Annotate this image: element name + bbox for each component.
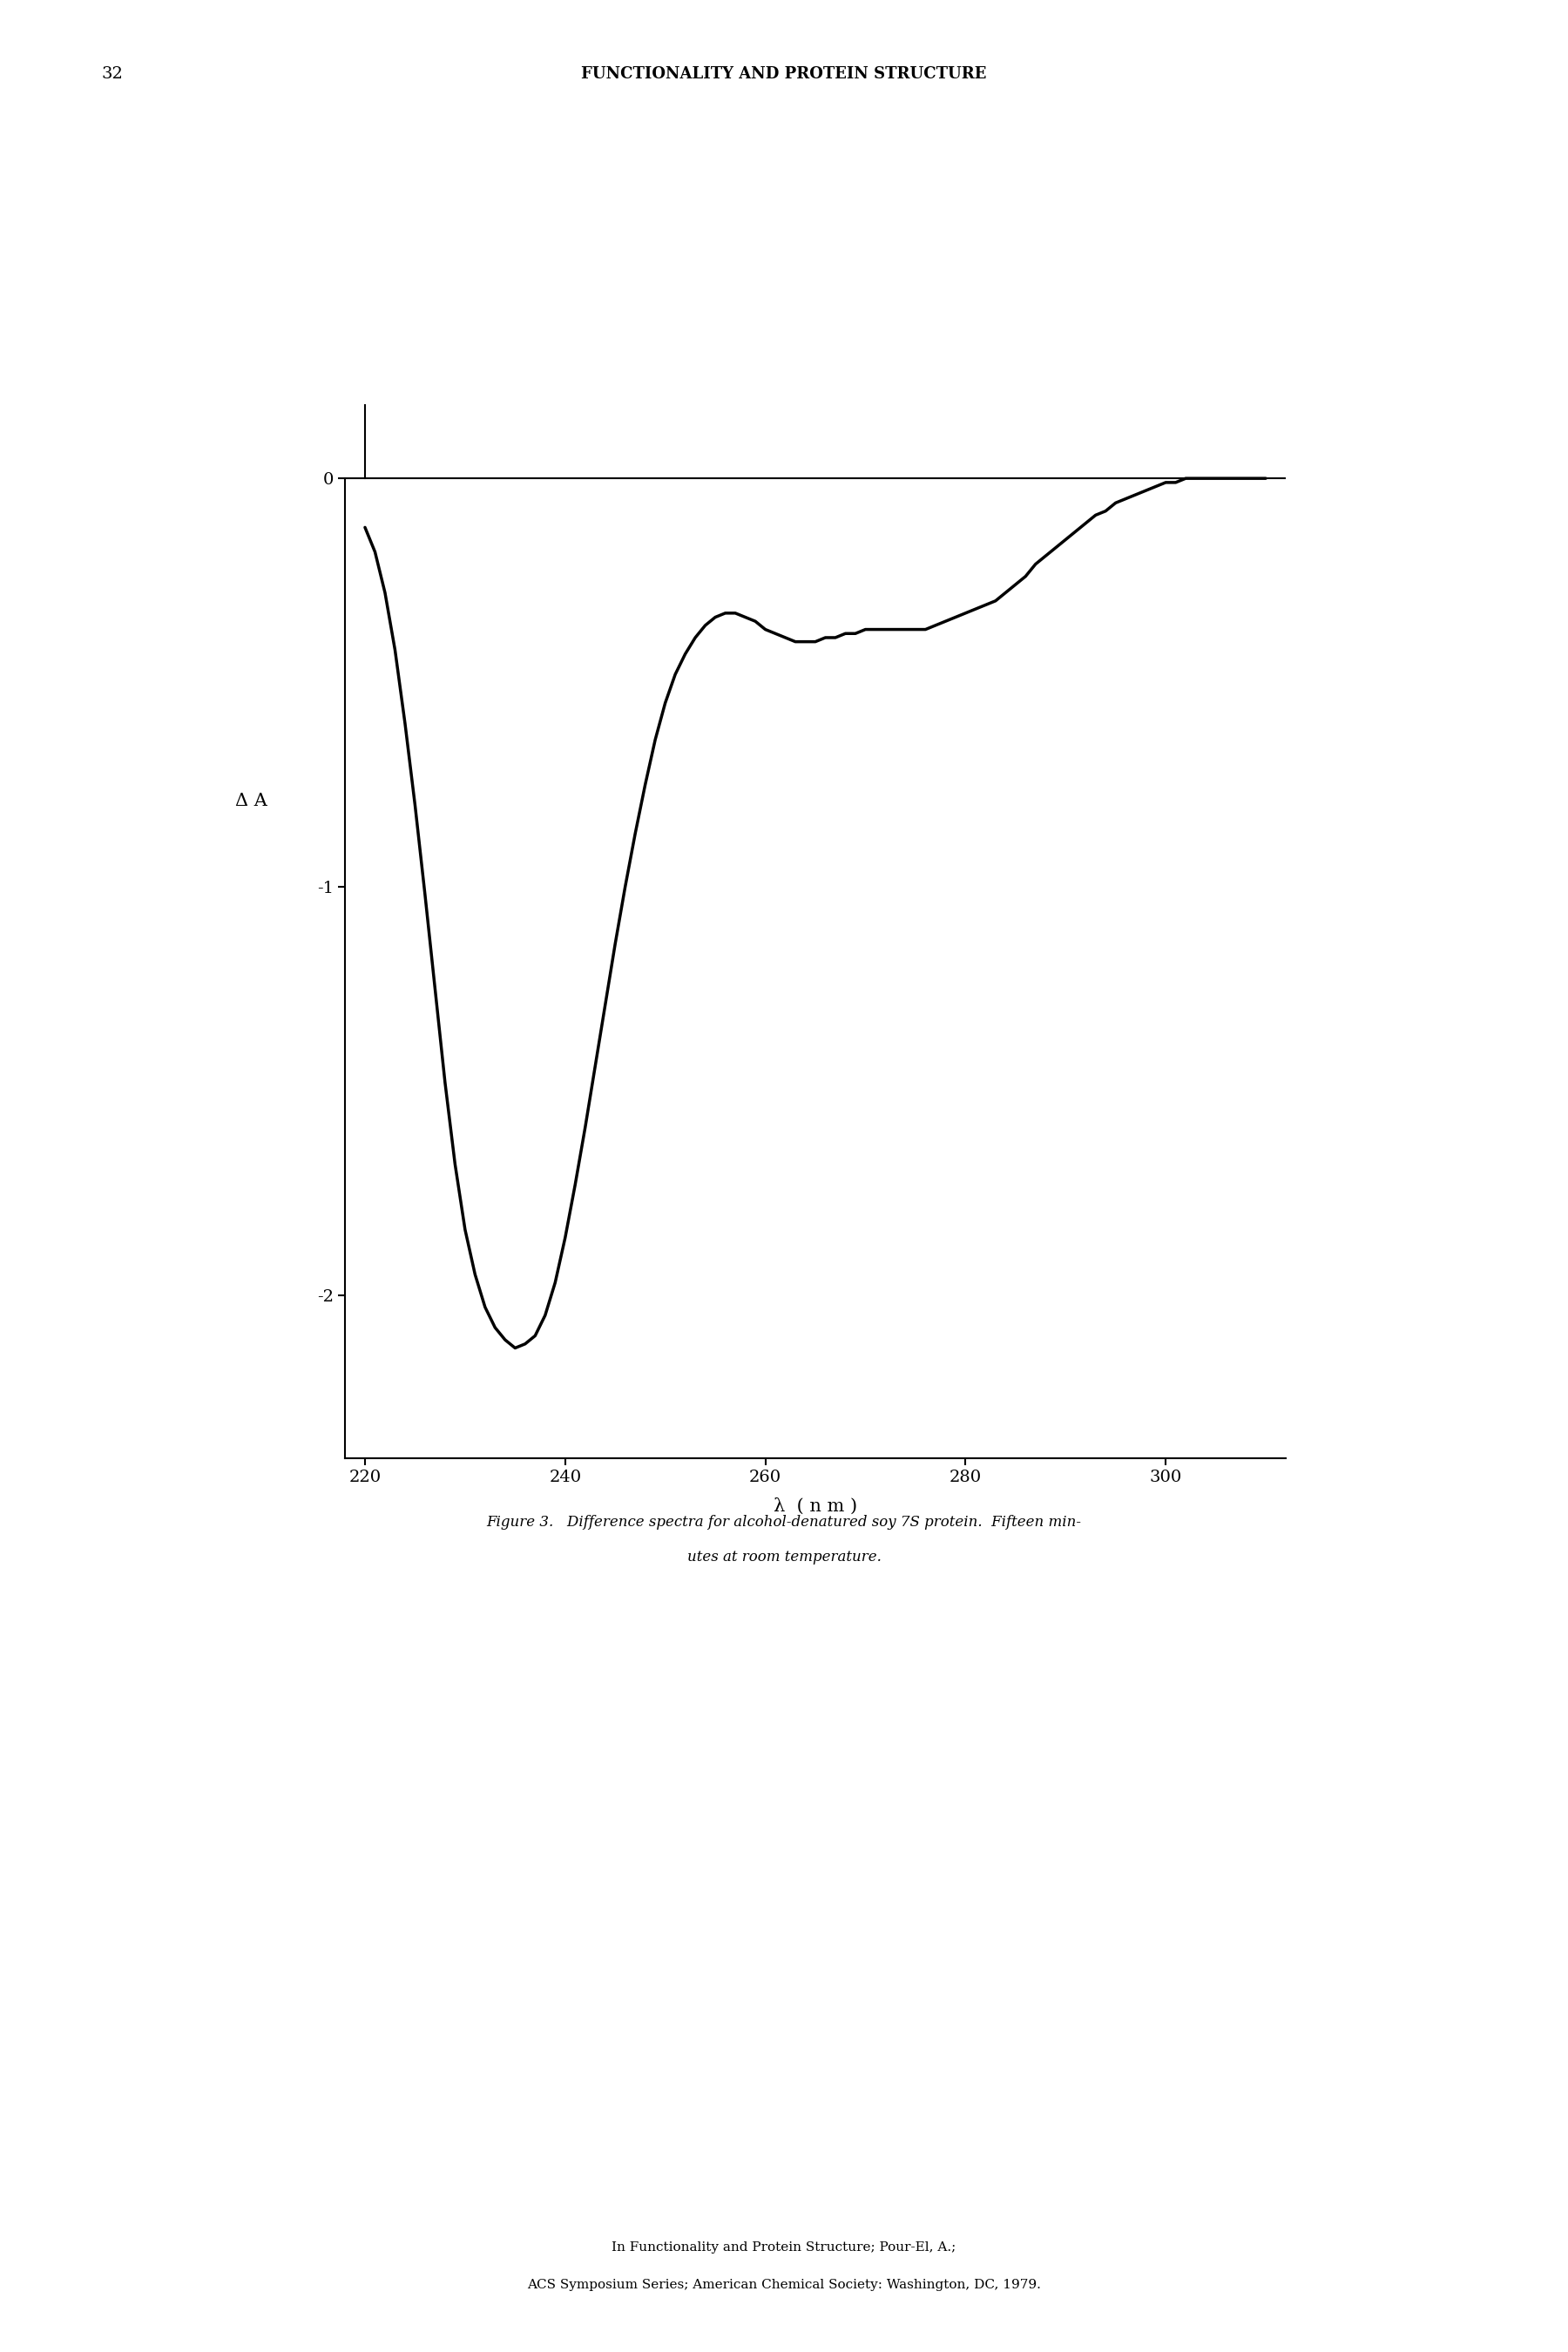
X-axis label: λ  ( n m ): λ ( n m ) [773, 1498, 858, 1515]
Text: Figure 3.   Difference spectra for alcohol-denatured soy 7S protein.  Fifteen mi: Figure 3. Difference spectra for alcohol… [486, 1515, 1082, 1529]
Text: utes at room temperature.: utes at room temperature. [687, 1550, 881, 1564]
Text: In Functionality and Protein Structure; Pour-El, A.;: In Functionality and Protein Structure; … [612, 2241, 956, 2253]
Text: 32: 32 [102, 66, 124, 82]
Text: ACS Symposium Series; American Chemical Society: Washington, DC, 1979.: ACS Symposium Series; American Chemical … [527, 2279, 1041, 2291]
Text: FUNCTIONALITY AND PROTEIN STRUCTURE: FUNCTIONALITY AND PROTEIN STRUCTURE [582, 66, 986, 82]
Y-axis label: Δ A: Δ A [235, 793, 267, 809]
